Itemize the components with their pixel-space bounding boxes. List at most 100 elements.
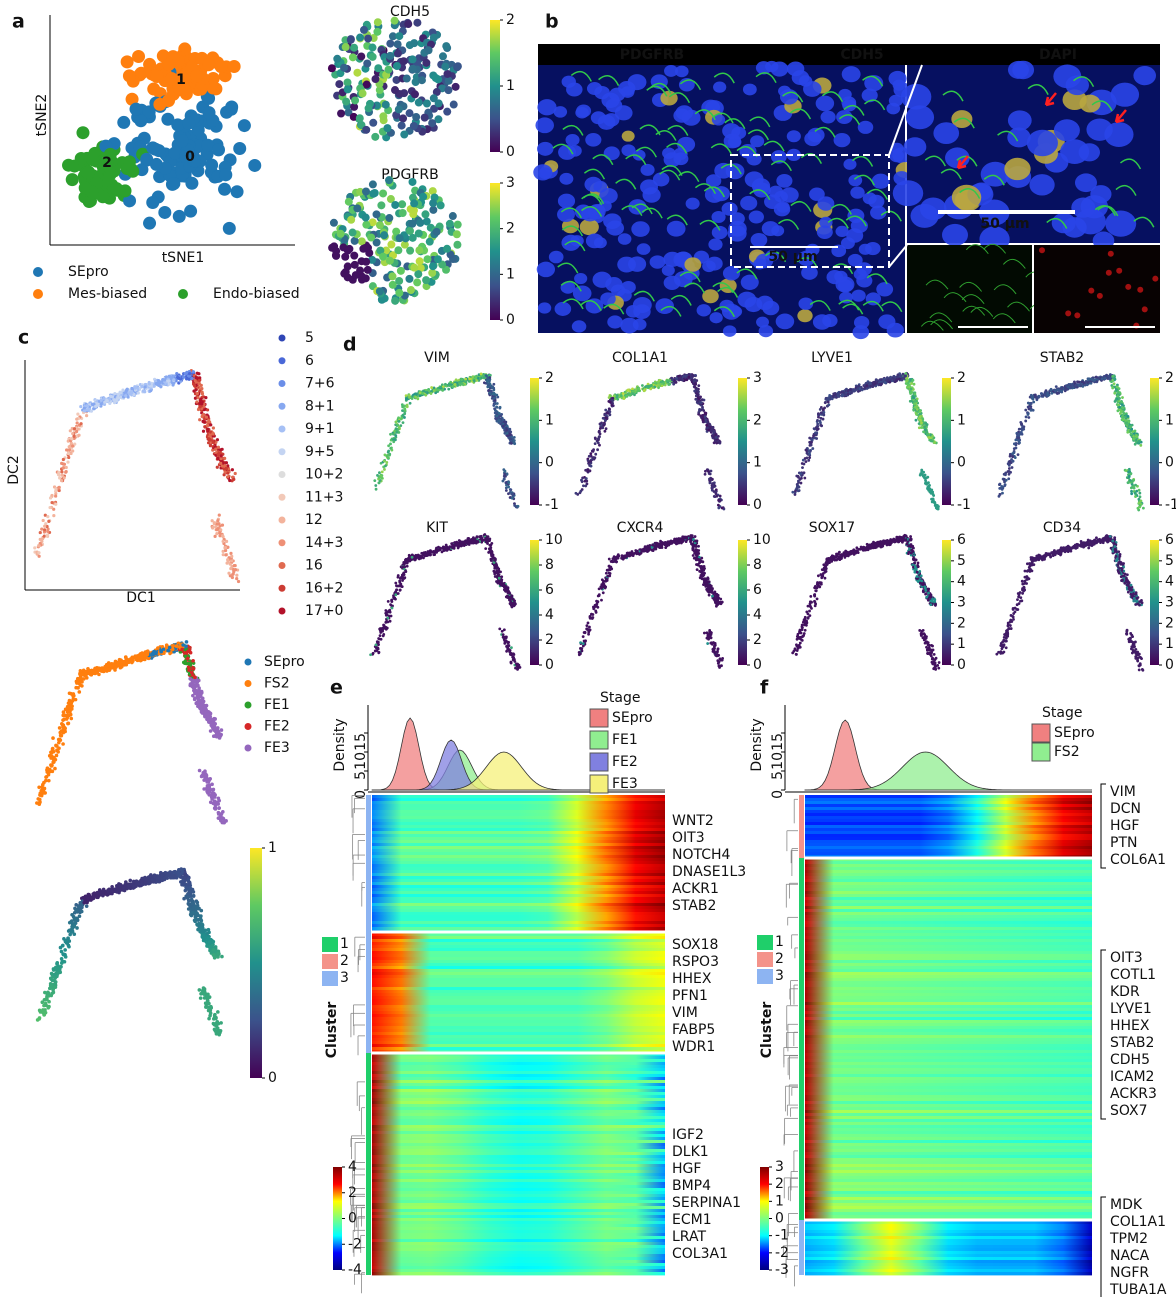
x-axis-label: tSNE1	[162, 250, 205, 266]
nucleus	[591, 204, 605, 216]
feature-point	[441, 63, 449, 71]
feature-point	[423, 255, 431, 263]
tsne-point	[223, 222, 236, 235]
feature-point	[391, 201, 399, 209]
nucleus	[819, 217, 832, 228]
feature-point	[411, 90, 419, 98]
tsne-point	[167, 177, 180, 190]
nucleus	[781, 187, 799, 202]
nucleus	[593, 272, 612, 288]
feature-point	[423, 100, 431, 108]
tsne-point	[146, 196, 159, 209]
nucleus	[809, 188, 825, 201]
tsne-point	[151, 70, 164, 83]
feature-point	[443, 245, 451, 253]
feature-point	[408, 178, 416, 186]
nucleus	[587, 82, 602, 95]
feature-point	[413, 19, 421, 27]
tsne-point	[119, 184, 132, 197]
feature-point	[413, 278, 421, 286]
feature-point	[342, 43, 350, 51]
nucleus	[662, 147, 675, 158]
feature-point	[344, 262, 352, 270]
nucleus	[628, 199, 646, 214]
feature-point	[383, 124, 391, 132]
feature-point	[369, 44, 377, 52]
nucleus	[834, 133, 851, 147]
feature-point	[454, 221, 462, 229]
tsne-point	[158, 206, 171, 219]
feature-point	[408, 220, 416, 228]
feature-point	[415, 99, 423, 107]
feature-point	[369, 190, 377, 198]
feature-point	[373, 210, 381, 218]
feature-point	[454, 62, 462, 70]
tsne-point	[212, 143, 225, 156]
nucleus	[604, 146, 620, 160]
feature-point	[359, 245, 367, 253]
feature-point	[428, 119, 436, 127]
feature-point	[429, 262, 437, 270]
feature-point	[376, 221, 384, 229]
feature-point	[362, 126, 370, 134]
nucleus	[853, 325, 870, 339]
nucleus	[848, 254, 863, 267]
nucleus	[850, 187, 864, 199]
tsne-point	[205, 158, 218, 171]
nucleus	[673, 152, 688, 165]
nucleus	[842, 66, 861, 82]
feature-point	[340, 64, 348, 72]
feature-point	[394, 49, 402, 57]
feature-point	[443, 108, 451, 116]
feature-point	[344, 85, 352, 93]
legend-label: Mes-biased	[68, 286, 147, 302]
nucleus	[816, 96, 834, 112]
tsne-point	[79, 181, 92, 194]
feature-point	[350, 44, 358, 52]
feature-point	[437, 201, 445, 209]
nucleus	[886, 103, 900, 115]
nucleus	[706, 257, 722, 271]
nucleus	[712, 226, 728, 239]
nucleus	[708, 238, 722, 250]
tsne-point	[117, 116, 130, 129]
nucleus	[723, 325, 737, 336]
tsne-point	[176, 134, 189, 147]
nucleus	[858, 121, 874, 134]
feature-point	[379, 112, 387, 120]
feature-point	[330, 219, 338, 227]
panel-label: b	[545, 11, 559, 33]
tsne-point	[184, 205, 197, 218]
nucleus	[615, 105, 633, 120]
tsne-point	[76, 126, 89, 139]
feature-point	[386, 52, 394, 60]
nucleus	[537, 142, 553, 156]
nucleus	[628, 256, 646, 271]
nucleus	[804, 132, 821, 147]
tsne-point	[82, 166, 95, 179]
nucleus	[751, 233, 768, 247]
feature-point	[450, 101, 458, 109]
feature-point	[371, 75, 379, 83]
feature-point	[442, 42, 450, 50]
feature-point	[362, 214, 370, 222]
tsne-point	[121, 55, 134, 68]
tsne-point	[162, 94, 175, 107]
feature-point	[385, 66, 393, 74]
feature-point	[374, 18, 382, 26]
feature-point	[360, 26, 368, 34]
colorbar-tick-label: 3	[506, 175, 515, 191]
feature-point	[410, 39, 418, 47]
feature-point	[405, 275, 413, 283]
y-axis-label: tSNE2	[34, 94, 50, 137]
nucleus	[710, 312, 723, 323]
nucleus	[673, 108, 690, 122]
nucleus	[565, 134, 579, 146]
tsne-point	[202, 106, 215, 119]
feature-point	[426, 238, 434, 246]
nucleus	[771, 62, 789, 77]
nucleus	[675, 66, 689, 78]
feature-point	[349, 229, 357, 237]
tsne-point	[190, 69, 203, 82]
colorbar-tick-label: 0	[506, 144, 515, 160]
